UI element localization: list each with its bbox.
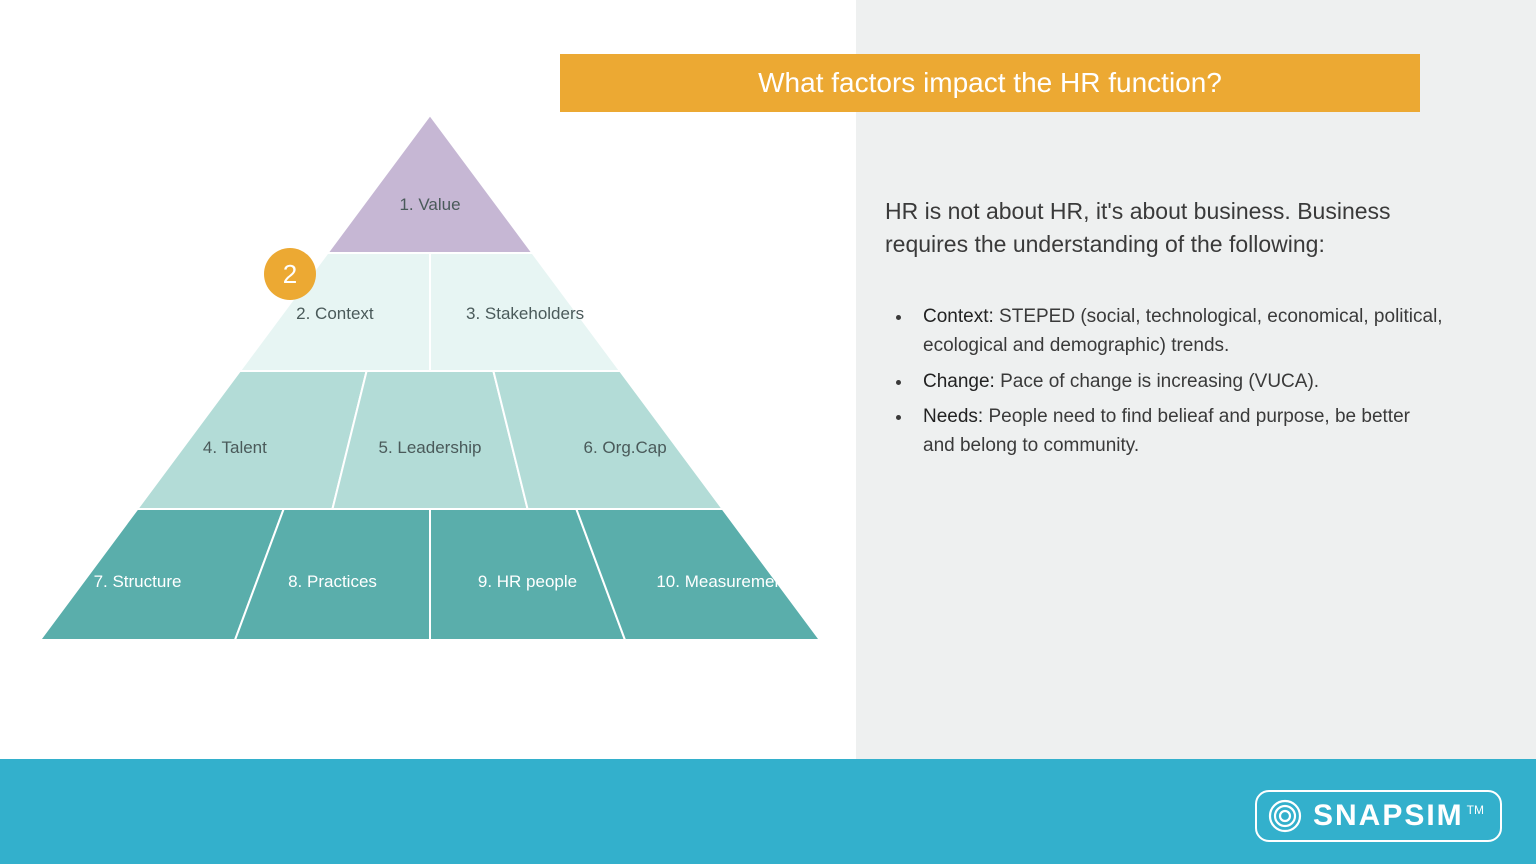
step-badge-number: 2 — [283, 259, 297, 290]
bullet-text: STEPED (social, technological, economica… — [923, 306, 1443, 356]
brand-logo: SNAPSIMTM — [1255, 790, 1502, 842]
intro-text: HR is not about HR, it's about business.… — [885, 195, 1445, 262]
svg-text:10. Measurement: 10. Measurement — [656, 572, 789, 591]
svg-text:2. Context: 2. Context — [296, 304, 374, 323]
pyramid-svg: 1. Value 2. Context 3. Stakeholders 4. Tale… — [40, 115, 820, 640]
svg-text:5. Leadership: 5. Leadership — [378, 438, 481, 457]
logo-tm: TM — [1467, 803, 1484, 817]
slide: What factors impact the HR function? 1. … — [0, 0, 1536, 864]
svg-text:1. Value: 1. Value — [399, 195, 460, 214]
swirl-icon — [1267, 798, 1303, 834]
logo-text: SNAPSIMTM — [1313, 799, 1484, 833]
title-text: What factors impact the HR function? — [758, 67, 1222, 99]
svg-text:9. HR people: 9. HR people — [478, 572, 577, 591]
bullet-item: Change: Pace of change is increasing (VU… — [913, 367, 1445, 396]
svg-text:7. Structure: 7. Structure — [94, 572, 182, 591]
bullet-term: Needs: — [923, 406, 983, 427]
bullet-term: Change: — [923, 371, 995, 392]
bullet-term: Context: — [923, 306, 994, 327]
title-bar: What factors impact the HR function? — [560, 54, 1420, 112]
logo-name: SNAPSIM — [1313, 799, 1464, 832]
bullet-item: Needs: People need to find belieaf and p… — [913, 402, 1445, 461]
svg-text:4. Talent: 4. Talent — [203, 438, 267, 457]
bullet-text: Pace of change is increasing (VUCA). — [995, 371, 1319, 392]
pyramid-diagram: 1. Value 2. Context 3. Stakeholders 4. Tale… — [40, 115, 820, 640]
svg-text:3. Stakeholders: 3. Stakeholders — [466, 304, 584, 323]
bullet-text: People need to find belieaf and purpose,… — [923, 406, 1410, 456]
content-panel: HR is not about HR, it's about business.… — [885, 195, 1445, 467]
svg-text:6. Org.Cap: 6. Org.Cap — [584, 438, 667, 457]
bullet-item: Context: STEPED (social, technological, … — [913, 302, 1445, 361]
step-badge: 2 — [264, 248, 316, 300]
bullet-list: Context: STEPED (social, technological, … — [885, 302, 1445, 461]
svg-text:8. Practices: 8. Practices — [288, 572, 377, 591]
